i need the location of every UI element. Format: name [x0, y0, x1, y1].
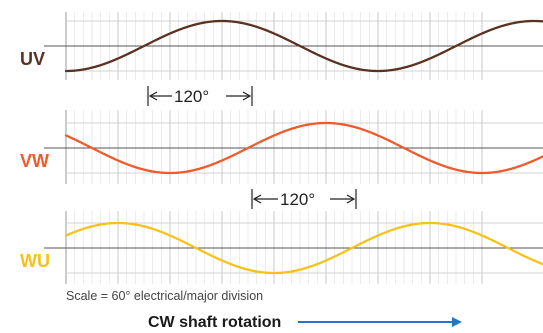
waveform-wu: [64, 221, 543, 275]
rotation-arrowhead-icon: [452, 317, 462, 327]
arrowhead-right-icon: [242, 91, 252, 101]
arrowhead-left-icon: [252, 194, 262, 204]
phase-panel-vw: VW: [20, 110, 543, 184]
annotation-label-120-2: 120°: [280, 190, 315, 209]
phase-panel-uv: UV: [20, 12, 543, 80]
annotation-label-120-1: 120°: [174, 87, 209, 106]
arrowhead-right-icon: [346, 194, 356, 204]
series-label-vw: VW: [20, 151, 49, 171]
rotation-label: CW shaft rotation: [148, 314, 281, 331]
scale-note: Scale = 60° electrical/major division: [66, 289, 263, 303]
phase-panel-wu: WU: [20, 211, 543, 284]
phase-shift-annotation-2: 120°: [251, 189, 357, 209]
arrowhead-left-icon: [148, 91, 158, 101]
series-label-uv: UV: [20, 49, 45, 69]
waveform-uv: [64, 19, 543, 73]
series-label-wu: WU: [20, 251, 50, 271]
waveform-vw: [64, 121, 543, 175]
phase-shift-annotation-1: 120°: [147, 86, 253, 106]
